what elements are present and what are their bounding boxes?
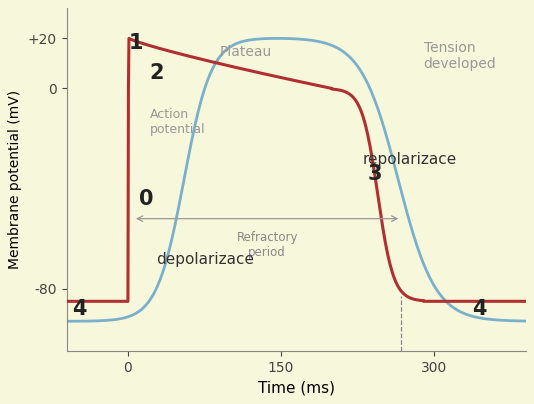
Y-axis label: Membrane potential (mV): Membrane potential (mV) — [9, 90, 22, 269]
X-axis label: Time (ms): Time (ms) — [258, 381, 335, 396]
Text: Plateau: Plateau — [219, 45, 272, 59]
Text: repolarizace: repolarizace — [363, 152, 457, 166]
Text: depolarizace: depolarizace — [156, 252, 255, 267]
Text: 0: 0 — [139, 189, 154, 208]
Text: 4: 4 — [72, 299, 86, 319]
Text: Action
potential: Action potential — [151, 109, 206, 137]
Text: 2: 2 — [149, 63, 164, 84]
Text: Refractory
period: Refractory period — [237, 231, 298, 259]
Text: 1: 1 — [129, 34, 143, 53]
Text: Tension
developed: Tension developed — [423, 41, 497, 71]
Text: 3: 3 — [367, 164, 382, 183]
Text: 4: 4 — [473, 299, 487, 319]
